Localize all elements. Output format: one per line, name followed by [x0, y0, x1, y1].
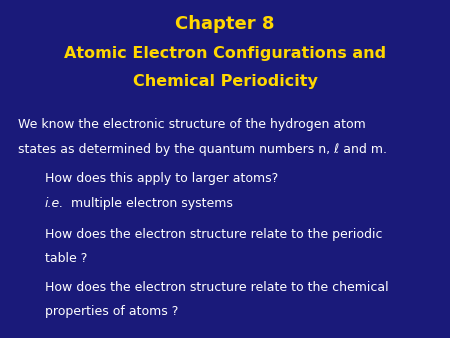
Text: i.e.: i.e. — [45, 197, 64, 210]
Text: table ?: table ? — [45, 252, 87, 265]
Text: How does the electron structure relate to the chemical: How does the electron structure relate t… — [45, 281, 389, 293]
Text: How does this apply to larger atoms?: How does this apply to larger atoms? — [45, 172, 278, 185]
Text: multiple electron systems: multiple electron systems — [67, 197, 233, 210]
Text: Chemical Periodicity: Chemical Periodicity — [133, 74, 317, 89]
Text: Atomic Electron Configurations and: Atomic Electron Configurations and — [64, 46, 386, 61]
Text: How does the electron structure relate to the periodic: How does the electron structure relate t… — [45, 228, 382, 241]
Text: Chapter 8: Chapter 8 — [175, 15, 275, 33]
Text: states as determined by the quantum numbers n, ℓ and m.: states as determined by the quantum numb… — [18, 143, 387, 155]
Text: We know the electronic structure of the hydrogen atom: We know the electronic structure of the … — [18, 118, 366, 131]
Text: properties of atoms ?: properties of atoms ? — [45, 305, 178, 318]
